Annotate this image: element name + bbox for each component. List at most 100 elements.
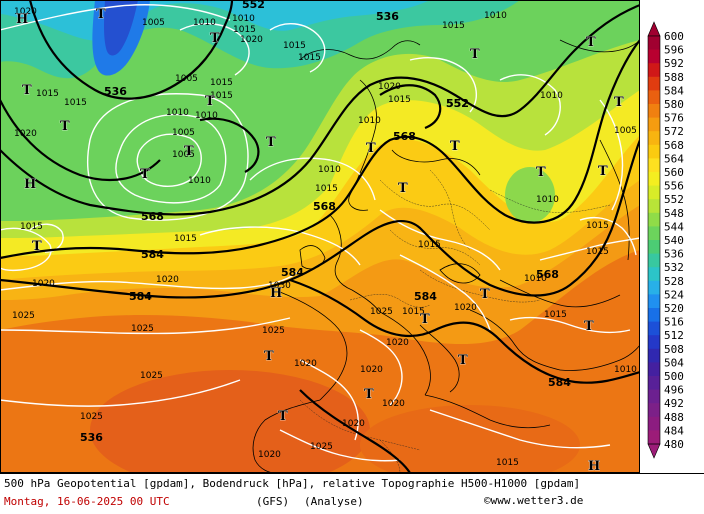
low-symbol: T: [184, 144, 194, 159]
weather-map: 536 552 568 584 552 536 552 568 568 584 …: [0, 0, 640, 473]
pressure-label: 1010: [188, 176, 211, 186]
scale-swatch: [648, 117, 660, 132]
scale-tick-label: 516: [664, 316, 684, 329]
pressure-label: 1015: [298, 53, 321, 63]
scale-swatch: [648, 280, 660, 295]
warm-pocket-south: [90, 370, 370, 473]
pressure-label: 1010: [166, 108, 189, 118]
map-description: 500 hPa Geopotential [gpdam], Bodendruck…: [4, 477, 581, 490]
pressure-label: 1015: [233, 25, 256, 35]
scale-arrow-down: [647, 443, 661, 459]
low-symbol: T: [364, 387, 374, 402]
geo-label: 536: [104, 85, 127, 98]
pressure-label: 1020: [156, 275, 179, 285]
pressure-label: 1025: [131, 324, 154, 334]
model-name: (GFS): [256, 495, 290, 508]
scale-swatch: [648, 49, 660, 64]
pressure-label: 1015: [315, 184, 338, 194]
scale-tick-label: 600: [664, 30, 684, 43]
scale-tick-label: 556: [664, 180, 684, 193]
pressure-label: 1010: [524, 274, 547, 284]
pressure-label: 1010: [195, 111, 218, 121]
low-symbol: T: [614, 95, 624, 110]
pressure-label: 1020: [14, 129, 37, 139]
pressure-label: 1020: [240, 35, 263, 45]
geo-label: 584: [141, 248, 164, 261]
copyright-link[interactable]: ©www.wetter3.de: [484, 494, 584, 507]
map-frame: [0, 0, 640, 473]
low-symbol: T: [266, 135, 276, 150]
pressure-label: 1015: [210, 78, 233, 88]
scale-swatch: [648, 267, 660, 282]
low-symbol: T: [398, 181, 408, 196]
scale-tick-label: 592: [664, 57, 684, 70]
scale-tick-label: 572: [664, 125, 684, 138]
scale-tick-label: 548: [664, 207, 684, 220]
pressure-label: 1010: [484, 11, 507, 21]
pressure-label: 1015: [586, 221, 609, 231]
scale-tick-label: 588: [664, 71, 684, 84]
pressure-label: 1020: [454, 303, 477, 313]
scale-tick-label: 500: [664, 370, 684, 383]
pressure-label: 1015: [586, 247, 609, 257]
pressure-label: 1005: [614, 126, 637, 136]
scale-swatch: [648, 376, 660, 390]
low-symbol: T: [60, 119, 70, 134]
low-symbol: T: [470, 47, 480, 62]
scale-tick-label: 492: [664, 397, 684, 410]
scale-swatch: [648, 63, 660, 78]
scale-swatch: [648, 172, 660, 186]
low-symbol: T: [210, 31, 220, 46]
pressure-label: 1005: [172, 128, 195, 138]
map-caption: 500 hPa Geopotential [gpdam], Bodendruck…: [0, 473, 704, 514]
low-symbol: T: [458, 353, 468, 368]
low-symbol: T: [598, 164, 608, 179]
scale-swatch: [648, 90, 660, 105]
scale-tick-label: 524: [664, 288, 684, 301]
geo-label: 584: [281, 266, 304, 279]
scale-swatch: [648, 335, 660, 350]
scale-tick-label: 568: [664, 139, 684, 152]
geo-label: 552: [242, 0, 265, 11]
scale-swatch: [648, 212, 660, 227]
pressure-centers: T T T T T T T T T T T T T T T T T T T T …: [16, 7, 625, 473]
low-symbol: T: [450, 139, 460, 154]
geo-label: 568: [393, 130, 416, 143]
pressure-label: 1025: [262, 326, 285, 336]
geo-label: 552: [446, 97, 469, 110]
high-symbol: H: [588, 459, 600, 473]
pressure-label: 1015: [388, 95, 411, 105]
pressure-label: 1010: [232, 14, 255, 24]
pressure-label: 1015: [544, 310, 567, 320]
scale-swatch: [648, 403, 660, 418]
green-pocket-russia: [505, 167, 555, 223]
low-symbol: T: [586, 35, 596, 50]
scale-tick-label: 536: [664, 248, 684, 261]
scale-swatch: [648, 294, 660, 309]
low-symbol: T: [536, 165, 546, 180]
scale-tick-label: 496: [664, 384, 684, 397]
pressure-label: 1010: [358, 116, 381, 126]
scale-swatch: [648, 226, 660, 241]
scale-swatch: [648, 131, 660, 146]
scale-swatch: [648, 240, 660, 254]
scale-tick-label: 520: [664, 302, 684, 315]
scale-swatch: [648, 185, 660, 200]
low-symbol: T: [22, 83, 32, 98]
scale-tick-label: 508: [664, 343, 684, 356]
thickness-band-516: [104, 0, 138, 56]
pressure-label: 1010: [536, 195, 559, 205]
geo-label: 568: [313, 200, 336, 213]
scale-tick-label: 584: [664, 84, 684, 97]
geo-label: 552: [446, 97, 469, 110]
pressure-label: 1015: [64, 98, 87, 108]
scale-tick-label: 528: [664, 275, 684, 288]
scale-swatch: [648, 321, 660, 336]
pressure-label: 1005: [175, 74, 198, 84]
pressure-label: 1025: [12, 311, 35, 321]
pressure-label: 1015: [210, 91, 233, 101]
pressure-label: 1015: [418, 240, 441, 250]
scale-tick-label: 484: [664, 424, 684, 437]
scale-tick-label: 596: [664, 44, 684, 57]
geo-label: 584: [129, 290, 152, 303]
